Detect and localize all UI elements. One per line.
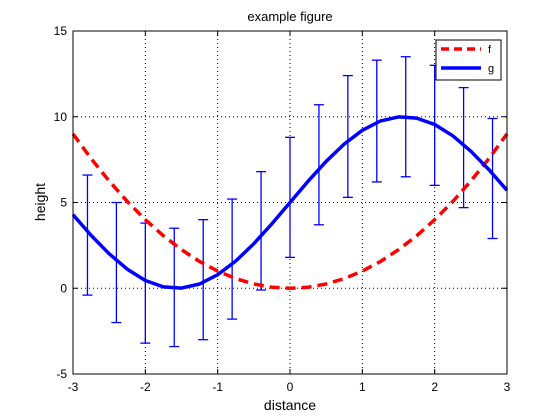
errorbar-0 <box>82 174 93 296</box>
series-line-f <box>71 132 509 291</box>
errorbar-6 <box>256 170 267 291</box>
x-tick-label-2: -1 <box>212 380 223 394</box>
chart-title: example figure <box>247 9 332 24</box>
x-tick-label-5: 2 <box>431 380 438 394</box>
legend-box <box>435 39 502 81</box>
errorbar-7 <box>285 136 295 259</box>
y-tick-label-4: 15 <box>54 24 68 38</box>
series-line-g <box>71 115 509 290</box>
y-axis-label: height <box>32 183 48 221</box>
legend-label-f: f <box>488 44 492 56</box>
errorbar-9 <box>342 74 353 199</box>
errorbar-5 <box>227 198 238 320</box>
errorbar-4 <box>198 218 209 341</box>
x-tick-label-1: -2 <box>140 380 151 394</box>
y-tick-label-2: 5 <box>60 196 67 210</box>
x-tick-label-4: 1 <box>359 380 366 394</box>
x-axis-label: distance <box>264 397 316 413</box>
errorbar-8 <box>313 104 324 226</box>
x-tick-label-6: 3 <box>504 380 511 394</box>
axis-ticks: -3 -2 -1 0 1 2 3 -5 0 5 10 15 <box>54 24 511 394</box>
x-tick-label-3: 0 <box>287 380 294 394</box>
errorbar-1 <box>111 201 122 324</box>
legend: f g <box>435 39 502 81</box>
y-tick-label-1: 0 <box>60 281 67 295</box>
y-tick-label-0: -5 <box>56 367 67 381</box>
y-tick-label-3: 10 <box>54 110 68 124</box>
legend-label-g: g <box>488 63 494 75</box>
series-lines <box>71 115 509 291</box>
x-tick-label-0: -3 <box>68 380 79 394</box>
errorbar-14 <box>487 117 498 240</box>
